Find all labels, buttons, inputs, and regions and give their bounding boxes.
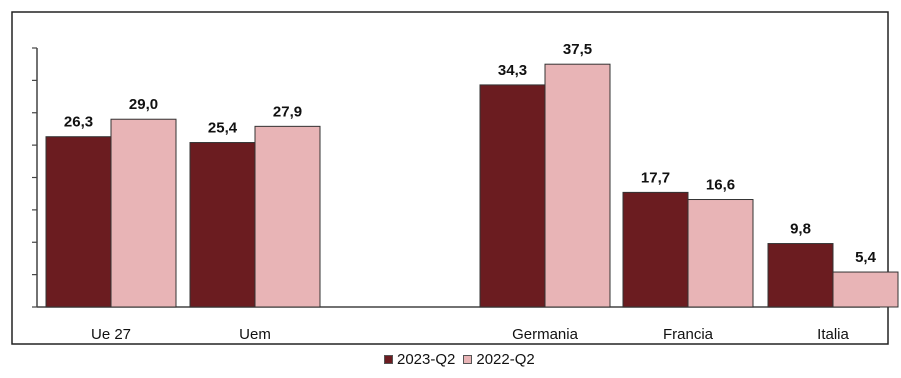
data-label: 26,3 <box>64 114 93 131</box>
x-tick-label: Uem <box>239 326 271 343</box>
bar-2022-q2-francia <box>687 199 754 308</box>
x-tick-label: Germania <box>512 326 579 343</box>
value-labels: 26,3 29,0 25,4 27,9 34,3 37,5 17,7 16,6 9,8 5,4 <box>64 41 877 266</box>
x-tick-label: Francia <box>663 326 714 343</box>
data-label: 16,6 <box>706 177 735 194</box>
x-tick-label: Italia <box>817 326 849 343</box>
data-label: 17,7 <box>641 169 670 186</box>
bar-2023-q2-germania <box>479 84 546 308</box>
legend-label-2022-q2: 2022-Q2 <box>476 350 535 368</box>
bar-2023-q2-italia <box>767 243 834 308</box>
data-label: 27,9 <box>273 103 302 120</box>
data-label: 5,4 <box>855 249 877 266</box>
chart-border <box>11 11 889 345</box>
legend-swatch-2022-q2 <box>463 354 473 364</box>
bar-2023-q2-francia <box>622 191 689 308</box>
bar-2022-q2-ue-27 <box>110 118 177 308</box>
x-tick-label: Ue 27 <box>91 326 131 343</box>
data-label: 9,8 <box>790 221 811 238</box>
bars <box>45 63 899 308</box>
data-label: 25,4 <box>208 120 238 137</box>
data-label: 34,3 <box>498 62 527 79</box>
bar-2022-q2-uem <box>254 125 321 308</box>
category-labels: Ue 27 Uem Germania Francia Italia <box>91 326 850 343</box>
bar-2022-q2-germania <box>544 63 611 308</box>
bar-2023-q2-ue-27 <box>45 136 112 308</box>
bar-2022-q2-italia <box>832 271 899 308</box>
legend-item-2022-q2: 2022-Q2 <box>463 350 535 368</box>
data-label: 37,5 <box>563 41 592 58</box>
legend: 2023-Q2 2022-Q2 <box>384 348 535 370</box>
y-ticks <box>32 47 37 308</box>
legend-swatch-2023-q2 <box>384 354 393 364</box>
legend-label-2023-q2: 2023-Q2 <box>397 350 456 368</box>
legend-item-2023-q2: 2023-Q2 <box>384 351 455 368</box>
data-label: 29,0 <box>129 96 158 113</box>
bar-2023-q2-uem <box>189 142 256 308</box>
